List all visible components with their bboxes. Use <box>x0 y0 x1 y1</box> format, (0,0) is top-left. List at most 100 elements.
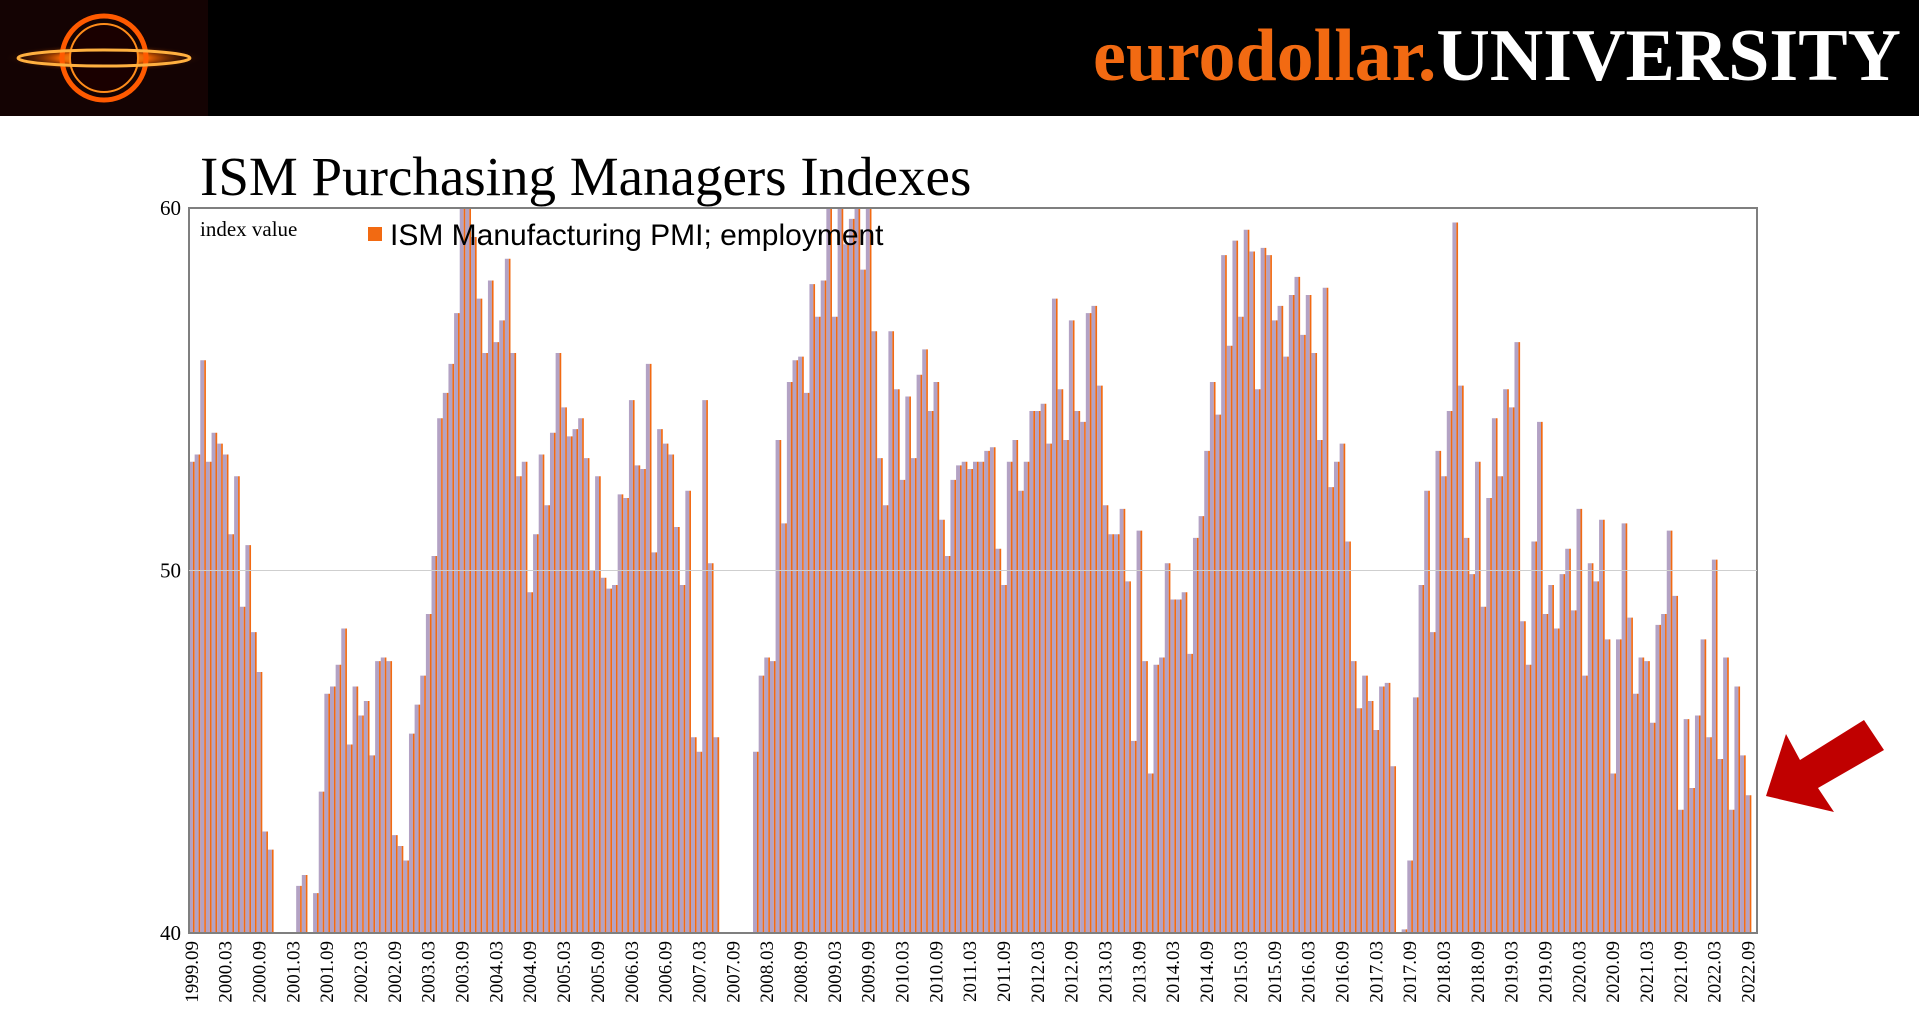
bar-edge <box>238 476 240 933</box>
bar-edge <box>1738 686 1741 933</box>
bar <box>352 686 357 933</box>
bar <box>1694 715 1699 933</box>
bar-edge <box>508 258 511 933</box>
bar <box>346 744 351 933</box>
bar-edge <box>215 432 218 933</box>
bar <box>572 429 577 933</box>
bar-edge <box>221 443 223 933</box>
bar-edge <box>1016 440 1019 933</box>
bar <box>504 258 509 933</box>
bar <box>313 893 318 934</box>
bar-edge <box>1287 356 1289 934</box>
bar-edge <box>615 585 618 933</box>
x-tick-label: 2011.03 <box>960 941 981 1002</box>
x-tick-label: 2013.03 <box>1096 941 1117 1003</box>
bar <box>1356 708 1361 933</box>
bar <box>1001 585 1006 933</box>
x-tick-label: 2013.09 <box>1129 941 1150 1003</box>
bar <box>510 353 515 933</box>
bar-edge <box>452 363 455 933</box>
bar-edge <box>976 461 979 933</box>
bar <box>1734 686 1739 933</box>
bar-edge <box>988 450 990 933</box>
bar-edge <box>317 893 319 934</box>
x-tick-label: 2022.09 <box>1739 941 1760 1003</box>
bar-edge <box>1608 639 1611 934</box>
bar-edge <box>503 320 505 934</box>
bar <box>375 661 380 934</box>
bar-edge <box>1366 675 1368 934</box>
bar <box>899 479 904 934</box>
bar-edge <box>1450 411 1453 933</box>
bar-edge <box>537 534 539 933</box>
bar <box>798 356 803 934</box>
bar <box>1469 574 1474 934</box>
x-tick-label: 2007.09 <box>723 941 744 1003</box>
bar-edge <box>1337 461 1340 933</box>
bar-edge <box>1309 295 1312 933</box>
bar-edge <box>1005 585 1007 933</box>
bar-edge <box>322 791 325 934</box>
bar-edge <box>706 400 708 933</box>
bar-edge <box>1151 773 1154 933</box>
x-tick-label: 2003.09 <box>453 941 474 1003</box>
bar-edge <box>458 313 460 933</box>
bar <box>454 313 459 933</box>
bar <box>1638 657 1643 933</box>
bar-edge <box>1208 450 1210 933</box>
bar <box>871 331 876 933</box>
bar-edge <box>1501 476 1504 933</box>
bar <box>1012 440 1017 933</box>
bar-edge <box>356 686 359 933</box>
bar <box>397 846 402 933</box>
bar <box>1604 639 1609 934</box>
bar <box>211 432 216 933</box>
bar-edge <box>429 614 432 933</box>
bar <box>910 458 915 934</box>
bar-edge <box>1642 657 1645 933</box>
bar <box>617 494 622 933</box>
y-axis-label: index value <box>200 217 297 241</box>
bar-edge <box>1343 443 1346 933</box>
bar-edge <box>1636 693 1639 933</box>
bar-edge <box>689 490 691 933</box>
bar <box>1678 809 1682 933</box>
bar <box>1006 461 1011 933</box>
bar <box>245 545 250 933</box>
bar <box>1350 661 1355 934</box>
bar-edge <box>914 458 917 934</box>
bar <box>713 737 718 933</box>
bar-edge <box>1659 624 1662 934</box>
bar <box>1051 298 1056 934</box>
bar <box>1181 592 1186 933</box>
bar <box>1040 403 1045 933</box>
x-tick-label: 2005.09 <box>588 941 609 1003</box>
bar-edge <box>1298 276 1301 934</box>
bar-edge <box>243 606 246 933</box>
bar <box>482 353 487 933</box>
bar-edge <box>1411 860 1413 933</box>
bar <box>324 693 329 933</box>
bar <box>555 353 560 933</box>
bar-edge <box>768 657 770 933</box>
bar <box>1570 610 1575 934</box>
bar-edge <box>1591 563 1594 933</box>
x-tick-label: 2018.03 <box>1434 941 1455 1003</box>
bar-edge <box>1067 440 1069 933</box>
brand-part-2: UNIVERSITY <box>1436 15 1901 97</box>
bar-edge <box>948 556 951 933</box>
bar <box>1164 563 1169 933</box>
bar <box>612 585 616 933</box>
bar-edge <box>1281 305 1284 933</box>
x-tick-label: 2012.09 <box>1062 941 1083 1003</box>
bar <box>1300 334 1305 934</box>
bar <box>1023 461 1028 933</box>
x-tick-label: 1999.09 <box>182 941 203 1003</box>
bar-edge <box>1394 766 1397 933</box>
bar-edge <box>897 389 900 933</box>
bar-edge <box>1535 541 1538 933</box>
bar-edge <box>1027 461 1030 933</box>
bar <box>335 664 340 933</box>
bar-edge <box>852 218 855 933</box>
bar-edge <box>920 374 923 933</box>
